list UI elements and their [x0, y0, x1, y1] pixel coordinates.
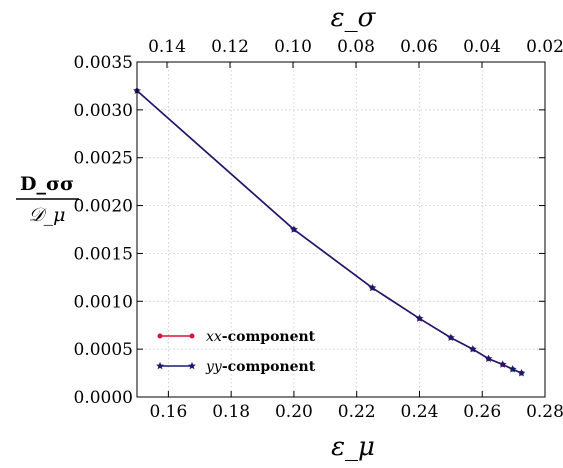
x-tick-label: 0.26 — [463, 402, 501, 422]
x-tick-label: 0.22 — [338, 402, 376, 422]
x2-tick-label: 0.02 — [526, 37, 563, 57]
legend-marker-yy — [188, 361, 196, 370]
y-tick-label: 0.0000 — [74, 388, 133, 408]
y-axis-title: D_σσ 𝒟_μ — [16, 173, 79, 226]
legend-entry-xx: xx-component — [157, 329, 316, 345]
y-tick-label: 0.0020 — [74, 197, 133, 217]
y-tick-label: 0.0025 — [74, 149, 133, 169]
x2-tick-label: 0.12 — [211, 37, 249, 57]
x2-tick-label: 0.08 — [337, 37, 375, 57]
tick-labels: 0.0000 0.0005 0.0010 0.0015 0.0020 0.0025 0.00… — [74, 37, 563, 422]
data-point-yy — [468, 344, 477, 353]
legend-label-xx-math: xx — [206, 329, 222, 345]
legend-label-xx: xx-component — [206, 329, 316, 345]
x-tick-label: 0.16 — [149, 402, 187, 422]
series-yy — [133, 86, 526, 377]
series-xx — [134, 88, 524, 376]
x2-tick-label: 0.04 — [463, 37, 501, 57]
x2-tick-label: 0.06 — [400, 37, 438, 57]
x2-axis-title: ε_σ — [331, 3, 377, 33]
x2-tick-label: 0.10 — [274, 37, 312, 57]
legend-label-yy-math: yy — [205, 359, 223, 375]
data-point-yy — [368, 283, 377, 292]
y-tick-label: 0.0015 — [74, 244, 133, 264]
x-tick-label: 0.20 — [275, 402, 313, 422]
legend-entry-yy: yy-component — [156, 359, 316, 375]
plot-frame — [136, 61, 546, 398]
y-axis-title-denominator: 𝒟_μ — [28, 204, 65, 226]
data-point-yy — [484, 354, 493, 363]
legend-marker-xx — [189, 333, 195, 339]
series-line-xx — [136, 90, 522, 374]
legend: xx-component yy-component — [156, 329, 316, 375]
y-tick-label: 0.0010 — [74, 292, 133, 312]
legend-label-yy-text: -component — [222, 359, 316, 375]
series-line-yy — [136, 90, 522, 374]
y-tick-label: 0.0030 — [74, 101, 133, 121]
x-tick-label: 0.24 — [401, 402, 439, 422]
legend-marker-xx — [157, 333, 163, 339]
series-group — [133, 86, 526, 377]
y-tick-label: 0.0005 — [74, 340, 133, 360]
x-axis-title: ε_μ — [331, 432, 375, 462]
legend-label-xx-text: -component — [222, 329, 316, 345]
data-point-yy — [498, 360, 507, 368]
x-tick-label: 0.28 — [526, 402, 563, 422]
data-point-yy — [415, 314, 424, 322]
legend-marker-yy — [156, 361, 164, 370]
data-point-yy — [446, 333, 455, 342]
legend-label-yy: yy-component — [205, 359, 316, 375]
data-point-yy — [517, 368, 526, 377]
data-point-yy — [289, 225, 298, 233]
grid-lines — [137, 62, 545, 397]
y-axis-title-numerator: D_σσ — [20, 173, 74, 195]
y-tick-label: 0.0035 — [74, 53, 133, 73]
tick-marks — [137, 61, 546, 398]
x2-tick-label: 0.14 — [148, 37, 186, 57]
data-point-yy — [508, 365, 517, 373]
x-tick-label: 0.18 — [212, 402, 250, 422]
